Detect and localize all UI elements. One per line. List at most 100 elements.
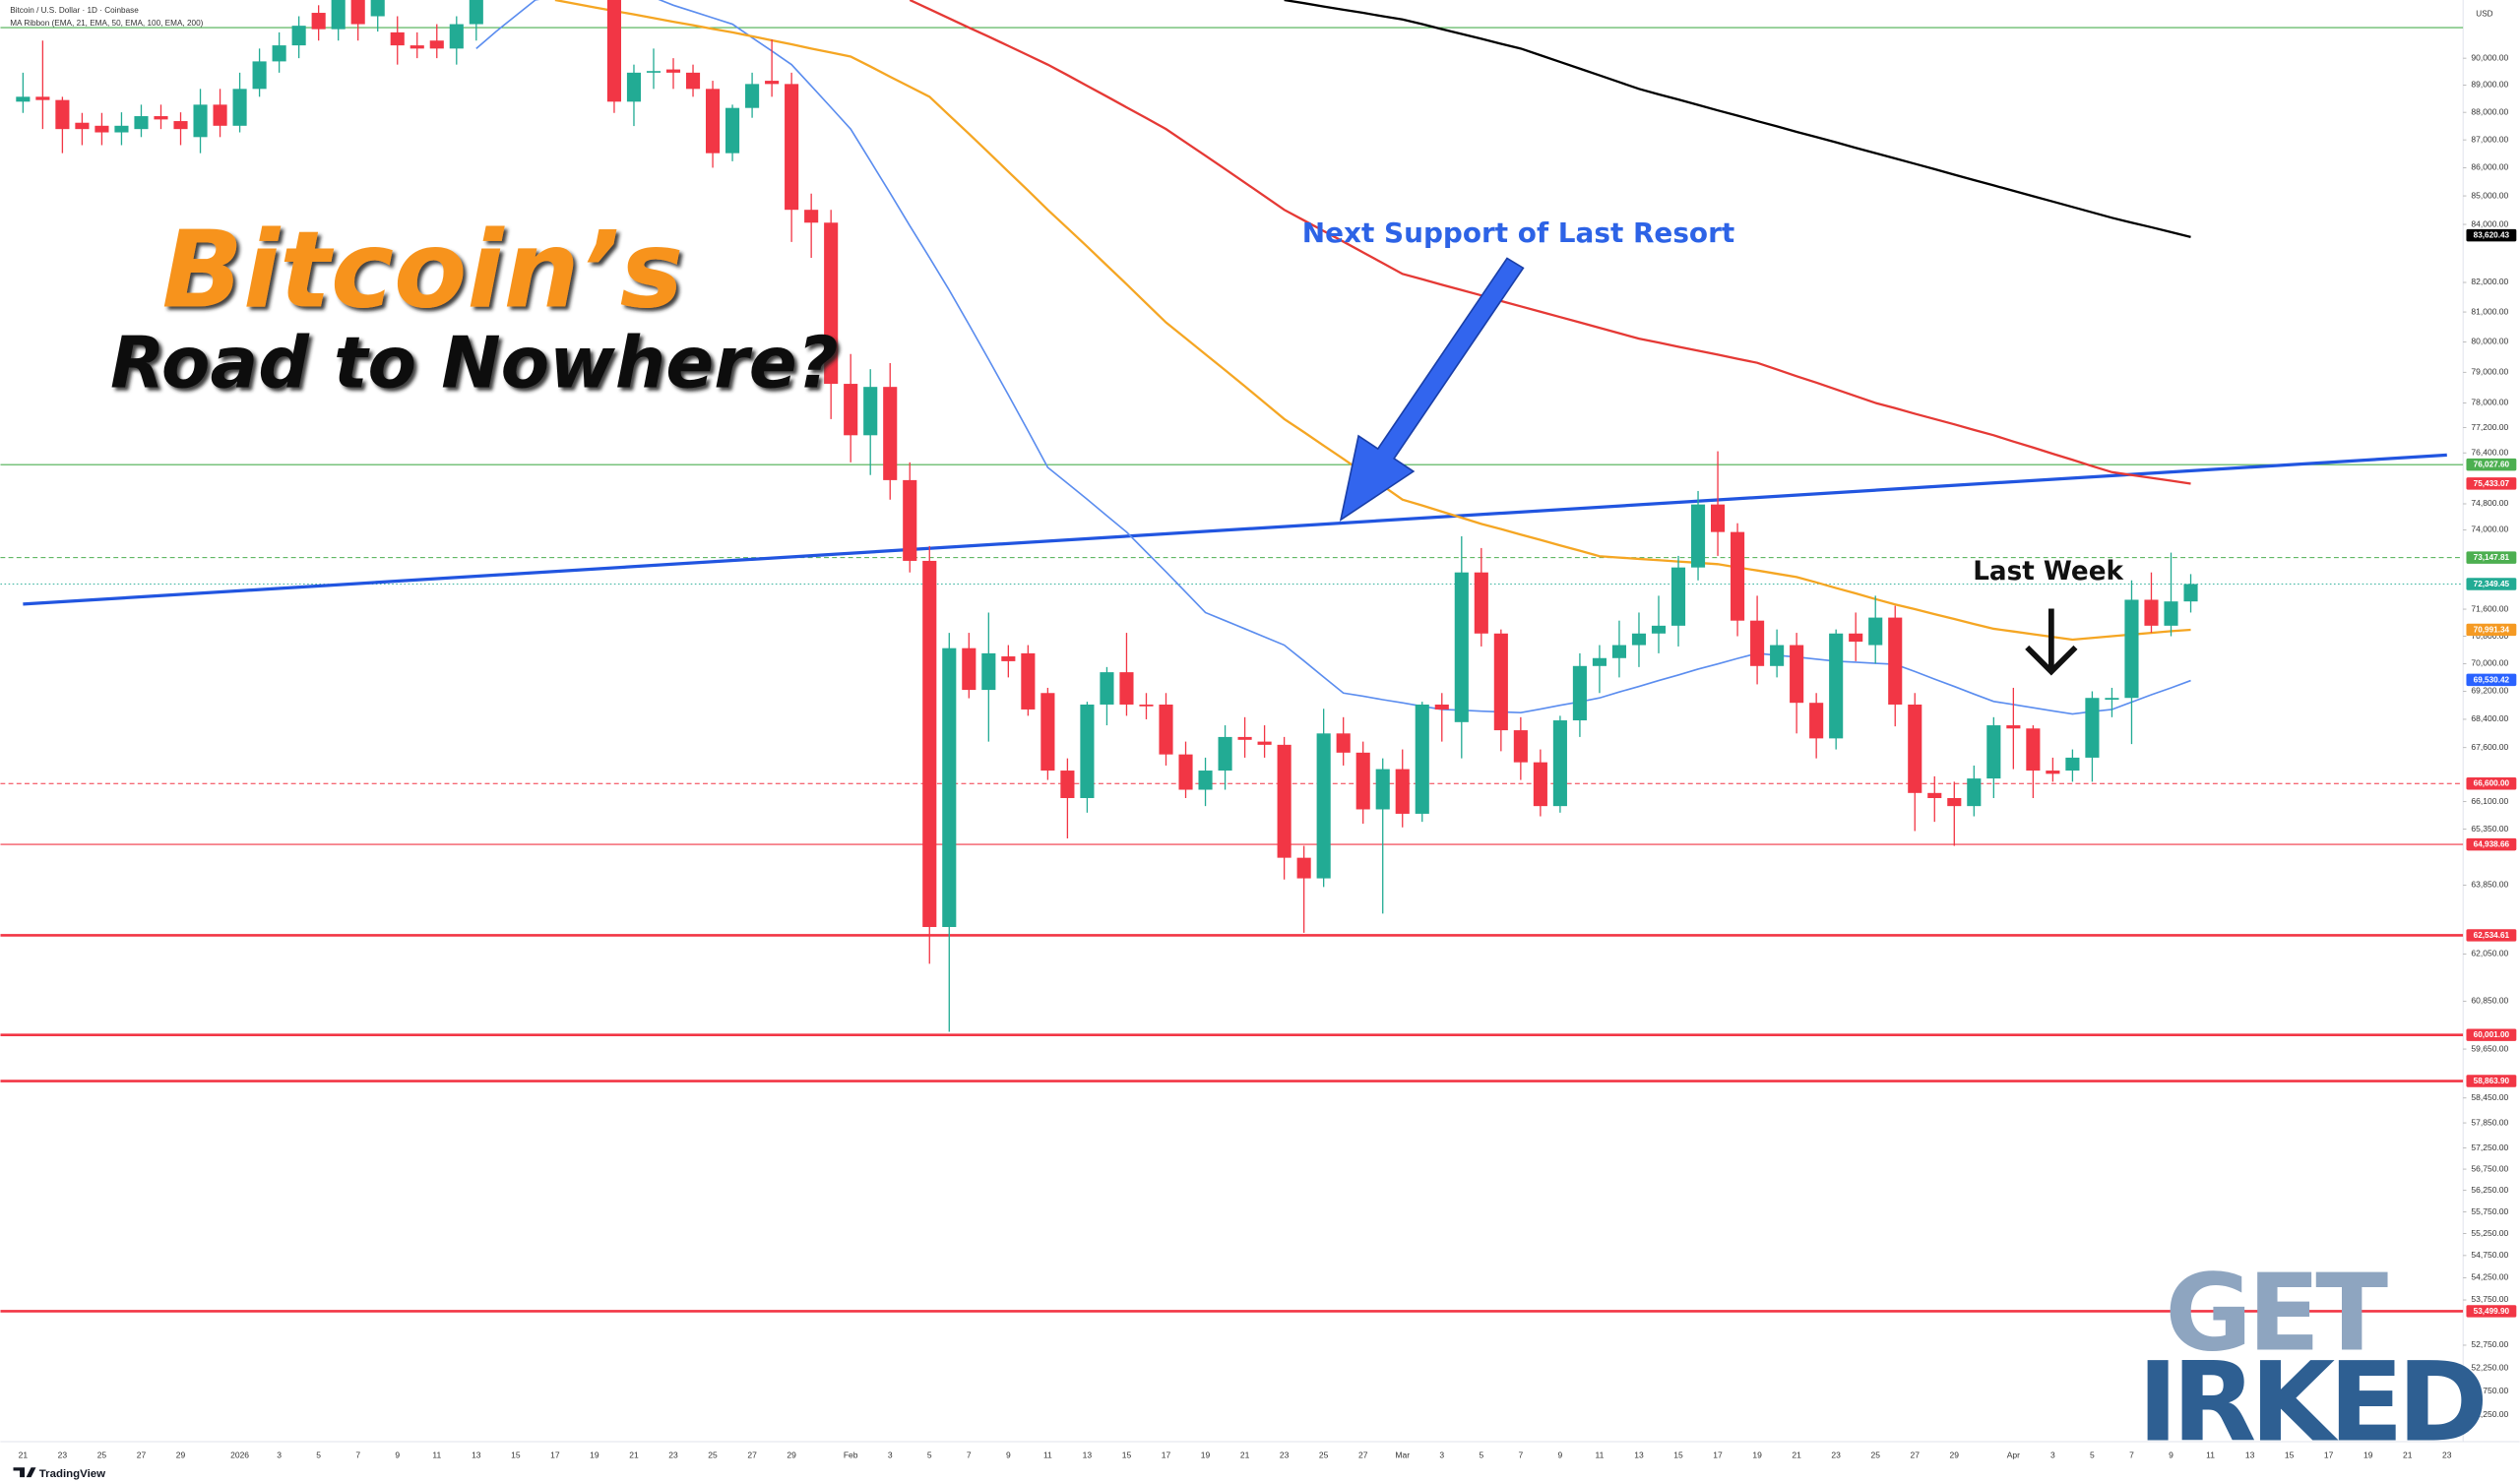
- candle-body: [785, 84, 799, 211]
- candle-body: [1021, 652, 1036, 710]
- candle-body: [844, 384, 858, 436]
- candles: [16, 0, 2198, 1032]
- last-week-arrow: [2025, 608, 2078, 676]
- candle-body: [1040, 693, 1055, 772]
- watermark: TradingView: [39, 1468, 105, 1480]
- candle-body: [883, 387, 898, 480]
- x-tick-label: 11: [432, 1450, 441, 1459]
- levels: [0, 27, 2464, 1313]
- support-annotation: Next Support of Last Resort: [1302, 216, 1734, 249]
- y-tick-label: 87,000.00: [2471, 134, 2508, 144]
- candle-body: [75, 122, 90, 130]
- header-indicator: MA Ribbon (EMA, 21, EMA, 50, EMA, 100, E…: [10, 19, 203, 28]
- x-tick-label: 15: [1122, 1450, 1132, 1459]
- x-tick-label: 29: [176, 1450, 186, 1459]
- candle-body: [1198, 771, 1213, 790]
- watermark-logo: [13, 1467, 36, 1478]
- candle-body: [429, 40, 444, 49]
- x-tick-label: 19: [2363, 1450, 2373, 1459]
- candle-body: [962, 648, 976, 691]
- price-tag: [2466, 623, 2517, 637]
- candle-body: [981, 652, 996, 691]
- x-tick-label: 3: [1439, 1450, 1444, 1459]
- candle-body: [1001, 656, 1016, 661]
- chart-title: Bitcoin’s: [161, 209, 683, 333]
- candle-body: [370, 0, 385, 17]
- candle-body: [193, 104, 208, 138]
- candle-body: [725, 107, 740, 154]
- candle-body: [1355, 752, 1370, 810]
- price-tag: [2466, 837, 2517, 851]
- price-tag-label: 53,499.90: [2474, 1307, 2510, 1316]
- x-tick-label: 23: [1831, 1450, 1841, 1459]
- candle-body: [1927, 792, 1942, 798]
- x-tick-label: 15: [2285, 1450, 2295, 1459]
- x-tick-label: 5: [927, 1450, 932, 1459]
- candle-body: [154, 116, 168, 120]
- x-tick-label: 9: [2169, 1450, 2174, 1459]
- y-tick-label: 81,000.00: [2471, 306, 2508, 316]
- y-tick-label: 66,100.00: [2471, 796, 2508, 806]
- candle-body: [646, 71, 662, 73]
- candle-body: [745, 84, 760, 108]
- candle-body: [410, 45, 424, 49]
- x-tick-label: 19: [1201, 1450, 1211, 1459]
- candle-body: [16, 96, 31, 102]
- support-arrow: [1339, 257, 1525, 523]
- x-tick-label: 7: [355, 1450, 360, 1459]
- candle-body: [1257, 741, 1272, 745]
- x-tick-label: 27: [1911, 1450, 1921, 1459]
- price-tag-label: 70,991.34: [2474, 625, 2510, 634]
- x-tick-label: 27: [747, 1450, 757, 1459]
- price-tag-label: 64,938.66: [2474, 840, 2510, 849]
- candle-body: [1592, 657, 1606, 666]
- x-tick-label: 2026: [230, 1450, 249, 1459]
- price-tag-label: 66,600.00: [2474, 779, 2510, 788]
- candle-body: [903, 479, 917, 561]
- y-tick-label: 62,050.00: [2471, 949, 2508, 958]
- candle-body: [291, 26, 306, 46]
- y-tick-label: 90,000.00: [2471, 52, 2508, 62]
- x-tick-label: 3: [2050, 1450, 2055, 1459]
- candle-body: [765, 81, 780, 85]
- candle-body: [1670, 567, 1686, 626]
- candle-body: [1237, 736, 1252, 740]
- price-tag-label: 62,534.61: [2474, 931, 2510, 940]
- x-tick-label: 27: [137, 1450, 147, 1459]
- x-tick-label: 19: [1752, 1450, 1762, 1459]
- price-tag: [2466, 673, 2517, 687]
- x-tick-label: 23: [58, 1450, 68, 1459]
- price-tag: [2466, 1075, 2517, 1087]
- price-tag-label: 75,433.07: [2474, 479, 2510, 488]
- x-tick-label: 9: [395, 1450, 400, 1459]
- candle-body: [1395, 769, 1410, 814]
- logo-top: GET: [2165, 1251, 2388, 1375]
- price-tags: 83,620.43 76,027.60 75,433.07 73,147.81 72,3…: [2466, 228, 2517, 1318]
- x-tick-label: 21: [19, 1450, 29, 1459]
- x-tick-label: 5: [2090, 1450, 2095, 1459]
- header-symbol: Bitcoin / U.S. Dollar · 1D · Coinbase: [10, 6, 139, 15]
- candle-body: [350, 0, 365, 25]
- x-tick-label: 7: [2129, 1450, 2134, 1459]
- price-tag-label: 58,863.90: [2474, 1077, 2510, 1085]
- x-tick-label: 21: [1240, 1450, 1250, 1459]
- candle-body: [1533, 762, 1547, 807]
- candle-body: [1967, 778, 1982, 807]
- candle-body: [626, 72, 642, 102]
- candle-body: [449, 24, 464, 49]
- candle-body: [1829, 633, 1844, 739]
- candle-body: [1849, 633, 1863, 643]
- candle-body: [1888, 617, 1903, 705]
- x-tick-label: 25: [1319, 1450, 1329, 1459]
- candle-body: [2164, 601, 2178, 626]
- x-tick-label: 23: [1280, 1450, 1290, 1459]
- x-tick-label: 21: [629, 1450, 639, 1459]
- candle-body: [942, 648, 957, 928]
- trendline: [23, 453, 2447, 606]
- price-tag: [2466, 1028, 2517, 1041]
- candle-body: [114, 125, 129, 133]
- y-tick-label: 53,750.00: [2471, 1294, 2508, 1304]
- y-tick-label: 57,850.00: [2471, 1117, 2508, 1127]
- y-tick-label: 71,600.00: [2471, 603, 2508, 613]
